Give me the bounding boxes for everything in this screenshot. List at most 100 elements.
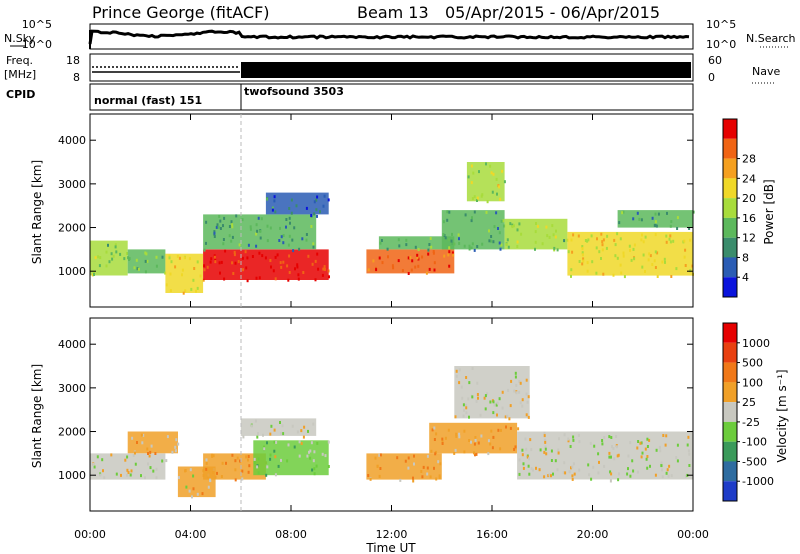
velocity-speckle <box>676 459 679 463</box>
power-speckle <box>468 247 471 251</box>
power-speckle <box>655 224 658 228</box>
power-speckle <box>512 224 515 228</box>
power-speckle <box>601 248 604 252</box>
power-speckle <box>534 240 537 244</box>
velocity-speckle <box>498 397 501 401</box>
power-speckle <box>244 250 247 254</box>
power-speckle <box>613 238 616 242</box>
power-colorbar-swatch <box>723 119 737 139</box>
power-speckle <box>506 238 509 242</box>
velocity-speckle <box>632 469 635 473</box>
power-speckle <box>665 240 668 244</box>
power-speckle <box>196 260 199 264</box>
power-speckle <box>195 289 197 293</box>
velocity-speckle <box>489 442 492 446</box>
power-speckle <box>448 250 451 254</box>
power-speckle <box>321 273 324 277</box>
velocity-ytick-label: 4000 <box>58 338 86 351</box>
velocity-speckle <box>640 441 643 445</box>
velocity-speckle <box>120 473 122 477</box>
velocity-speckle <box>93 465 96 469</box>
velocity-speckle <box>646 455 649 458</box>
power-speckle <box>317 267 320 271</box>
nsearch-label: N.Search <box>746 32 796 45</box>
time-xlabel: Time UT <box>365 541 416 554</box>
power-speckle <box>210 257 213 261</box>
velocity-region-7 <box>429 422 518 454</box>
power-speckle <box>380 239 383 242</box>
power-speckle <box>298 247 301 251</box>
power-speckle <box>288 216 291 220</box>
velocity-speckle <box>312 422 315 426</box>
velocity-speckle <box>256 435 259 439</box>
power-colorbar-label: 20 <box>742 192 756 205</box>
power-speckle <box>269 226 272 230</box>
power-speckle <box>606 234 609 238</box>
velocity-speckle <box>491 446 494 450</box>
power-speckle <box>498 185 501 189</box>
power-speckle <box>178 256 181 260</box>
power-speckle <box>219 227 222 230</box>
velocity-speckle <box>567 439 570 443</box>
power-speckle <box>219 219 222 223</box>
velocity-speckle <box>188 489 191 493</box>
power-speckle <box>545 225 548 229</box>
power-speckle <box>471 216 473 220</box>
velocity-speckle <box>618 472 620 476</box>
velocity-speckle <box>300 442 303 445</box>
power-speckle <box>572 233 575 237</box>
velocity-speckle <box>658 445 661 449</box>
velocity-speckle <box>426 454 429 458</box>
velocity-speckle <box>462 414 465 418</box>
velocity-speckle <box>506 414 509 418</box>
power-speckle <box>486 200 489 204</box>
power-speckle <box>169 289 172 293</box>
velocity-speckle <box>598 460 600 464</box>
power-speckle <box>310 214 313 217</box>
power-speckle <box>451 251 454 255</box>
velocity-speckle <box>518 390 521 394</box>
velocity-speckle <box>475 452 478 456</box>
velocity-speckle <box>327 440 330 444</box>
velocity-speckle <box>572 438 575 442</box>
power-speckle <box>168 256 171 260</box>
power-speckle <box>535 222 537 225</box>
power-speckle <box>663 257 666 261</box>
power-speckle <box>497 227 499 230</box>
velocity-speckle <box>530 467 533 471</box>
velocity-speckle <box>530 448 533 452</box>
velocity-speckle <box>298 454 301 458</box>
velocity-speckle <box>687 435 690 439</box>
velocity-speckle <box>191 495 193 499</box>
power-speckle <box>301 237 304 241</box>
power-speckle <box>269 259 272 262</box>
power-speckle <box>234 261 237 265</box>
velocity-speckle <box>557 451 560 455</box>
velocity-speckle <box>645 457 648 461</box>
power-speckle <box>224 249 227 253</box>
velocity-speckle <box>431 428 434 432</box>
power-speckle <box>614 254 617 258</box>
velocity-speckle <box>281 424 284 428</box>
power-speckle <box>115 250 118 254</box>
power-speckle <box>654 233 657 237</box>
power-speckle <box>233 253 236 257</box>
velocity-colorbar-frame <box>722 322 738 502</box>
velocity-speckle <box>257 457 260 461</box>
velocity-speckle <box>526 455 529 459</box>
velocity-speckle <box>470 440 472 444</box>
power-speckle <box>692 210 695 214</box>
power-speckle <box>450 239 453 243</box>
velocity-speckle <box>688 452 691 456</box>
power-speckle <box>296 265 299 269</box>
velocity-speckle <box>522 466 525 470</box>
velocity-speckle <box>465 376 468 379</box>
power-speckle <box>448 246 451 250</box>
power-speckle <box>417 248 420 252</box>
power-speckle <box>312 242 315 246</box>
power-speckle <box>410 268 413 272</box>
velocity-speckle <box>527 415 530 419</box>
velocity-speckle <box>124 458 127 462</box>
velocity-speckle <box>571 474 574 478</box>
velocity-speckle <box>407 456 410 460</box>
